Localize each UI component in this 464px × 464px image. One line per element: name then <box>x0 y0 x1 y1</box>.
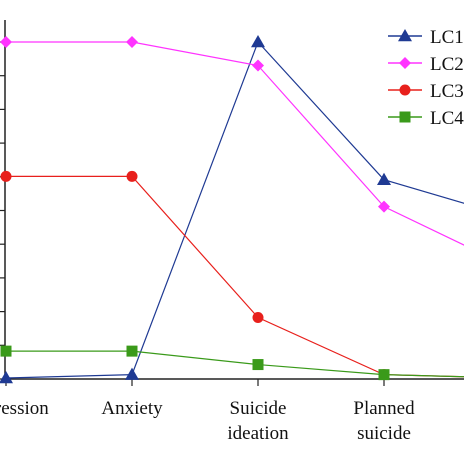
series-line-lc2 <box>6 41 464 246</box>
chart-markers <box>0 35 391 384</box>
legend-marker-lc4 <box>399 111 411 123</box>
data-point-lc2 <box>126 36 138 48</box>
data-point-lc2 <box>378 200 390 213</box>
data-point-lc1 <box>251 35 265 48</box>
legend-label-lc2: LC2 <box>430 54 464 75</box>
data-point-lc1 <box>0 371 13 384</box>
data-point-lc4 <box>126 345 138 357</box>
data-point-lc3 <box>252 312 264 324</box>
data-point-lc4 <box>252 359 264 371</box>
data-point-lc2 <box>252 59 264 72</box>
data-point-lc3 <box>126 170 138 182</box>
legend-label-lc1: LC1 <box>430 27 464 48</box>
x-tick-label: Depression <box>0 398 49 419</box>
legend-label-lc3: LC3 <box>430 81 464 102</box>
legend-marker-lc3 <box>399 84 411 96</box>
series-line-lc1 <box>5 40 464 379</box>
chart-lines <box>5 40 464 379</box>
x-tick-label: Planned suicide <box>353 398 415 444</box>
series-line-lc3 <box>6 175 464 378</box>
data-point-lc2 <box>0 36 12 48</box>
chart-axes <box>0 20 464 386</box>
legend-marker-lc2 <box>399 57 411 69</box>
x-tick-label: Suicide ideation <box>227 398 289 444</box>
series-line-lc4 <box>6 350 464 378</box>
data-point-lc4 <box>0 345 12 357</box>
data-point-lc1 <box>125 367 139 380</box>
legend-marker-lc1 <box>398 29 412 42</box>
data-point-lc1 <box>377 172 391 186</box>
x-tick-label: Anxiety <box>101 398 163 419</box>
legend-label-lc4: LC4 <box>430 108 464 129</box>
data-point-lc4 <box>378 369 390 381</box>
legend: LC1 LC2 LC3 LC4 <box>388 27 464 129</box>
data-point-lc3 <box>0 170 12 182</box>
